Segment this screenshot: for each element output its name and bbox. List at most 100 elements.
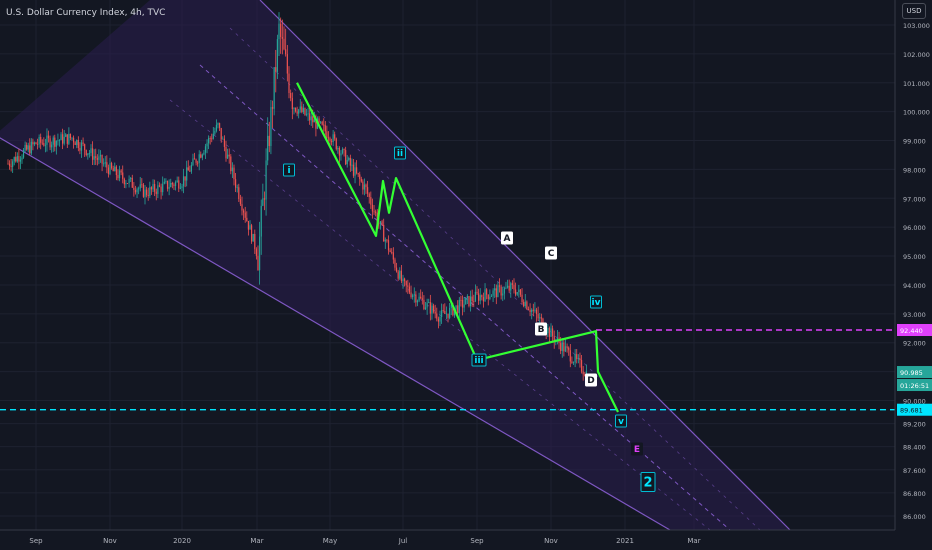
candle-body (13, 157, 15, 162)
candle-body (394, 259, 396, 268)
y-tick-label: 88.400 (903, 444, 926, 452)
price-axis-bg (895, 0, 932, 550)
candle-body (228, 154, 230, 157)
candle-body (449, 307, 451, 318)
candle-body (452, 304, 454, 316)
candle-body (423, 299, 425, 310)
candle-body (424, 307, 427, 310)
candle-body (54, 137, 56, 147)
price-axis[interactable]: 103.000 102.000 101.000 100.000 99.000 98.000… (894, 0, 932, 550)
candle-body (174, 182, 177, 186)
candle-body (428, 302, 430, 303)
candle-body (68, 133, 70, 144)
candle-body (84, 144, 86, 151)
candle-body (371, 204, 374, 212)
candle-body (184, 176, 186, 181)
candle-body (321, 121, 323, 125)
candle-body (494, 288, 496, 291)
x-tick-label: May (323, 537, 337, 545)
wave-path[interactable] (296, 82, 619, 413)
wave-label[interactable]: ii (394, 146, 406, 160)
candle-body (465, 298, 467, 305)
candle-body (444, 310, 446, 314)
candle-body (88, 152, 91, 154)
wave-label[interactable]: D (585, 373, 597, 387)
candle-body (474, 291, 476, 302)
wave-label-box (585, 373, 597, 387)
candle-body (383, 224, 385, 242)
wave-label-text: C (548, 249, 555, 259)
candle-body (290, 93, 292, 99)
candle-body (33, 142, 36, 145)
wave-label[interactable]: E (631, 442, 643, 456)
candle-body (220, 127, 222, 140)
candle-body (36, 144, 39, 145)
candle-body (576, 354, 578, 359)
candle-body (375, 211, 377, 213)
candle-body (324, 125, 326, 132)
candle-body (387, 240, 390, 251)
candle-body (348, 157, 350, 160)
candle-body (265, 160, 267, 200)
wave-label[interactable]: B (535, 322, 547, 336)
candle-body (251, 225, 253, 242)
candle-body (395, 267, 398, 272)
candle-body (95, 156, 97, 159)
wave-label[interactable]: i (283, 163, 295, 177)
candle-body (182, 176, 185, 187)
candle-body (527, 309, 530, 310)
candle-body (489, 296, 491, 299)
candle-body (360, 179, 362, 182)
y-tick-label: 102.000 (903, 51, 930, 59)
candle-body (357, 173, 359, 175)
candle-body (225, 146, 227, 159)
candle-body (508, 285, 510, 291)
candle-body (362, 181, 364, 190)
currency-button[interactable]: USD (902, 3, 926, 19)
wave-label[interactable]: 2 (640, 472, 656, 492)
candle-body (19, 159, 22, 162)
wave-label[interactable]: iv (590, 295, 602, 309)
candle-body (21, 157, 23, 160)
y-tick-label: 87.600 (903, 467, 926, 475)
wave-label[interactable]: iii (471, 353, 487, 367)
time-axis[interactable]: Sep Nov 2020 Mar May Jul Sep Nov 2021 Mar (0, 529, 895, 545)
channel-lower-line[interactable] (0, 135, 671, 531)
candle-body (302, 108, 304, 113)
candle-body (206, 143, 208, 147)
wave-label-box (545, 246, 557, 260)
y-tick-label: 94.000 (903, 282, 926, 290)
candle-body (257, 255, 259, 271)
candle-body (243, 210, 245, 213)
candle-body (486, 289, 488, 295)
wave-label[interactable]: A (501, 231, 513, 245)
candle-body (110, 163, 113, 169)
candle-body (407, 285, 409, 287)
candle-body (65, 134, 67, 137)
candle-body (539, 317, 541, 319)
candle-body (564, 346, 567, 352)
wave-label[interactable]: C (545, 246, 557, 260)
candle-body (101, 155, 103, 164)
candle-body (468, 296, 470, 307)
candle-body (10, 165, 12, 167)
channel-upper-line[interactable] (259, 0, 791, 531)
wave-label[interactable]: v (615, 414, 627, 428)
candle-body (133, 187, 135, 191)
candle-body (379, 221, 382, 224)
candle-body (463, 304, 465, 308)
wave-label-text: v (618, 417, 624, 427)
candle-body (195, 159, 197, 163)
candle-body (294, 107, 297, 112)
candle-body (460, 299, 462, 301)
candle-body (114, 166, 116, 172)
candle-body (146, 189, 148, 195)
candle-body (38, 136, 40, 145)
x-tick-label: 2020 (173, 537, 191, 545)
candle-body (262, 198, 264, 206)
wave-label-text: iv (592, 298, 601, 308)
candle-body (340, 153, 342, 156)
symbol-title[interactable]: U.S. Dollar Currency Index, 4h, TVC (6, 8, 166, 18)
candle-body (112, 168, 114, 172)
